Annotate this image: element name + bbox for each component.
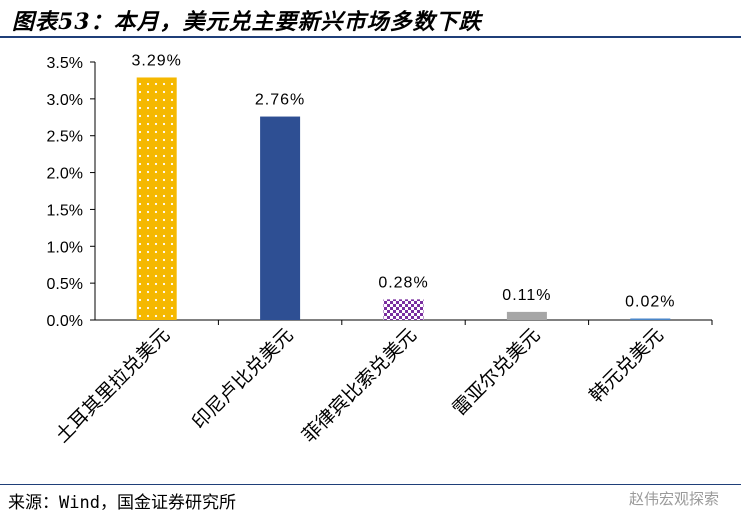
bar [383,299,424,320]
category-label: 印尼卢比兑美元 [188,324,298,434]
y-tick-label: 1.0% [47,239,83,256]
category-label: 菲律宾比索兑美元 [298,324,421,447]
category-label: 韩元兑美元 [585,324,668,407]
title-rule [0,36,741,38]
bar-chart: 0.0% 0.5% 1.0% 1.5% 2.0% 2.5% 3.0% 3.5% 3.29% 土耳其… [47,52,713,447]
data-label: 0.11% [502,287,551,304]
chart-title: 图表53：本月，美元兑主要新兴市场多数下跌 [12,9,482,35]
y-tick-label: 2.5% [47,129,83,146]
bar [260,116,301,320]
watermark: 赵伟宏观探索 [628,490,719,508]
title-bar: 图表53：本月，美元兑主要新兴市场多数下跌 [0,0,741,38]
y-tick-label: 1.5% [47,202,83,219]
source-note: 来源：Wind，国金证券研究所 [8,493,236,513]
category-label: 土耳其里拉兑美元 [51,324,174,447]
y-tick-label: 2.0% [47,166,83,183]
footer-rule [0,484,741,485]
y-tick-label: 3.5% [47,55,83,72]
data-label: 2.76% [255,92,305,109]
data-label: 3.29% [132,52,182,69]
data-label: 0.02% [625,294,675,311]
bar [136,77,177,320]
bar [630,318,671,320]
category-label: 雷亚尔兑美元 [448,324,544,420]
bar [506,311,547,320]
y-tick-label: 0.0% [47,313,83,330]
y-tick-label: 3.0% [47,92,83,109]
data-label: 0.28% [378,274,428,291]
y-tick-label: 0.5% [47,276,83,293]
